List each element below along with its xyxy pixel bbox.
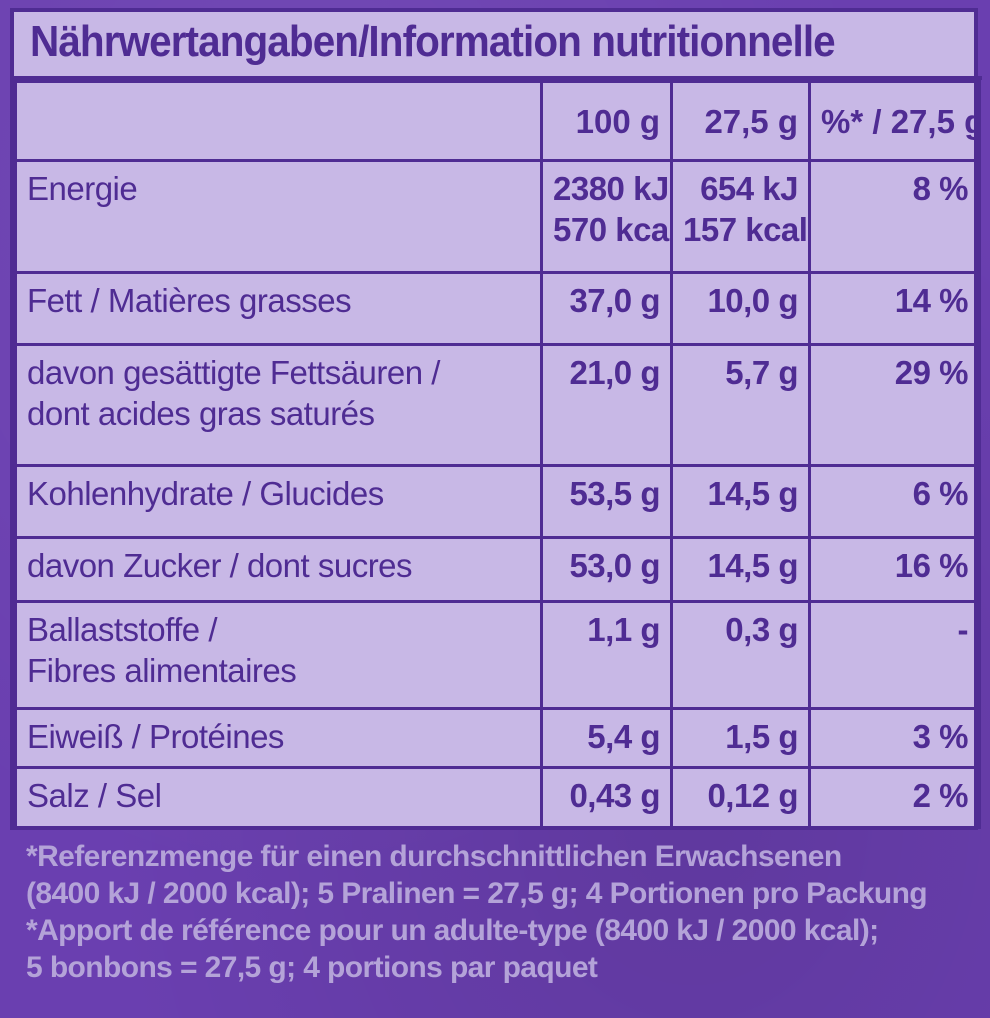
nutrient-label: Kohlenhydrate / Glucides bbox=[14, 464, 543, 539]
reference-intake-percent: 29 % bbox=[808, 343, 981, 467]
nutrition-title: Nährwertangaben/Information nutritionnel… bbox=[30, 17, 836, 66]
footnote-line: (8400 kJ / 2000 kcal); 5 Pralinen = 27,5… bbox=[26, 877, 928, 910]
nutrition-title-row: Nährwertangaben/Information nutritionnel… bbox=[14, 8, 982, 80]
footnote-line: *Apport de référence pour un adulte-type… bbox=[26, 914, 879, 947]
footnote-line: 5 bonbons = 27,5 g; 4 portions par paque… bbox=[26, 951, 598, 984]
table-row: Ballaststoffe / Fibres alimentaires 1,1 g… bbox=[14, 600, 981, 710]
value-per-portion: 10,0 g bbox=[670, 271, 811, 346]
nutrient-label: Fett / Matières grasses bbox=[14, 271, 543, 346]
value-per-portion: 0,12 g bbox=[670, 766, 811, 829]
table-row: Kohlenhydrate / Glucides 53,5 g 14,5 g 6… bbox=[14, 464, 981, 539]
footnote: *Referenzmenge für einen durchschnittlic… bbox=[26, 838, 976, 986]
table-row: Fett / Matières grasses 37,0 g 10,0 g 14… bbox=[14, 271, 981, 346]
value-per-100g: 5,4 g bbox=[540, 707, 673, 769]
value-per-100g: 37,0 g bbox=[540, 271, 673, 346]
value-per-portion: 0,3 g bbox=[670, 600, 811, 710]
table-row: davon Zucker / dont sucres 53,0 g 14,5 g… bbox=[14, 536, 981, 603]
reference-intake-percent: 6 % bbox=[808, 464, 981, 539]
value-per-100g: 53,0 g bbox=[540, 536, 673, 603]
nutrient-label: Eiweiß / Protéines bbox=[14, 707, 543, 769]
nutrient-label-line: Kohlenhydrate / Glucides bbox=[27, 475, 384, 512]
table-row: Eiweiß / Protéines 5,4 g 1,5 g 3 % bbox=[14, 707, 981, 769]
reference-intake-percent: 14 % bbox=[808, 271, 981, 346]
nutrient-label: Salz / Sel bbox=[14, 766, 543, 829]
nutrient-label: Ballaststoffe / Fibres alimentaires bbox=[14, 600, 543, 710]
nutrient-label: davon Zucker / dont sucres bbox=[14, 536, 543, 603]
nutrient-label-line: Fibres alimentaires bbox=[27, 652, 297, 689]
value-per-100g: 53,5 g bbox=[540, 464, 673, 539]
value-line: 654 kJ bbox=[700, 170, 798, 207]
value-per-portion: 654 kJ 157 kcal bbox=[670, 159, 811, 274]
value-per-portion: 14,5 g bbox=[670, 464, 811, 539]
value-per-100g: 0,43 g bbox=[540, 766, 673, 829]
value-per-portion: 5,7 g bbox=[670, 343, 811, 467]
nutrient-label-line: dont acides gras saturés bbox=[27, 395, 375, 432]
value-line: 570 kcal bbox=[553, 211, 672, 248]
value-per-portion: 14,5 g bbox=[670, 536, 811, 603]
value-per-100g: 2380 kJ 570 kcal bbox=[540, 159, 673, 274]
nutrient-label: davon gesättigte Fettsäuren / dont acides… bbox=[14, 343, 543, 467]
value-per-portion: 1,5 g bbox=[670, 707, 811, 769]
reference-intake-percent: 2 % bbox=[808, 766, 981, 829]
reference-intake-percent: 16 % bbox=[808, 536, 981, 603]
value-line: 2380 kJ bbox=[553, 170, 669, 207]
nutrient-label-line: davon Zucker / dont sucres bbox=[27, 547, 413, 584]
value-per-100g: 21,0 g bbox=[540, 343, 673, 467]
table-header-row: 100 g 27,5 g %* / 27,5 g bbox=[14, 80, 981, 162]
header-empty-cell bbox=[14, 80, 543, 162]
nutrition-table: 100 g 27,5 g %* / 27,5 g Energie 2380 kJ… bbox=[14, 80, 981, 829]
reference-intake-percent: - bbox=[808, 600, 981, 710]
nutrient-label-line: Ballaststoffe / bbox=[27, 611, 218, 648]
footnote-line: *Referenzmenge für einen durchschnittlic… bbox=[26, 840, 842, 873]
nutrient-label: Energie bbox=[14, 159, 543, 274]
nutrient-label-line: Salz / Sel bbox=[27, 777, 162, 814]
reference-intake-percent: 3 % bbox=[808, 707, 981, 769]
reference-intake-percent: 8 % bbox=[808, 159, 981, 274]
table-row: Energie 2380 kJ 570 kcal 654 kJ 157 kcal 8… bbox=[14, 159, 981, 274]
nutrient-label-line: davon gesättigte Fettsäuren / bbox=[27, 354, 440, 391]
value-line: 157 kcal bbox=[683, 211, 808, 248]
column-header-100g: 100 g bbox=[540, 80, 673, 162]
nutrient-label-line: Energie bbox=[27, 170, 138, 207]
table-row: Salz / Sel 0,43 g 0,12 g 2 % bbox=[14, 766, 981, 829]
nutrient-label-line: Eiweiß / Protéines bbox=[27, 718, 284, 755]
value-per-100g: 1,1 g bbox=[540, 600, 673, 710]
nutrient-label-line: Fett / Matières grasses bbox=[27, 282, 352, 319]
column-header-portion: 27,5 g bbox=[670, 80, 811, 162]
table-row: davon gesättigte Fettsäuren / dont acides… bbox=[14, 343, 981, 467]
column-header-reference-intake: %* / 27,5 g bbox=[808, 80, 981, 162]
